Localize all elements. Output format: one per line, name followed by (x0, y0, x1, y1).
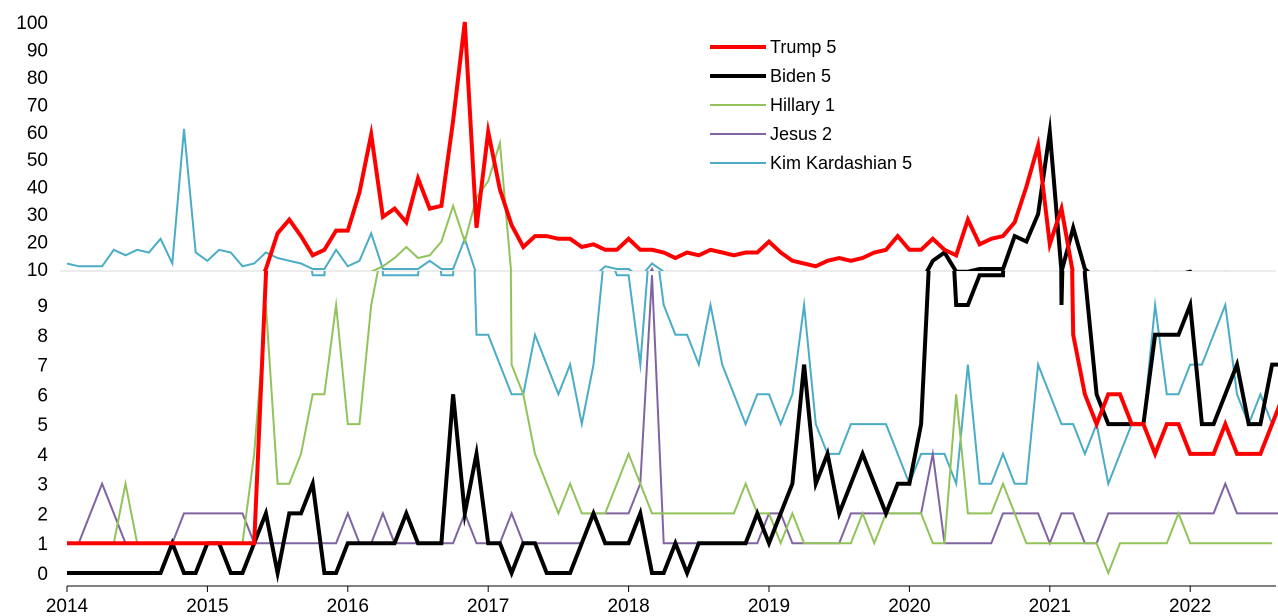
series-line-trump-5-lower (67, 271, 1278, 546)
y-tick-label-lower-8: 8 (37, 326, 48, 347)
x-tick-label-2022: 2022 (1169, 596, 1211, 616)
y-tick-label-upper-40: 40 (27, 178, 48, 199)
y-tick-label-lower-2: 2 (37, 504, 48, 525)
y-tick-label-upper-70: 70 (27, 95, 48, 116)
legend-item-biden-5: Biden 5 (710, 66, 831, 86)
legend-item-jesus-2: Jesus 2 (710, 124, 832, 144)
y-tick-label-upper-10: 10 (27, 260, 48, 281)
y-tick-label-lower-0: 0 (37, 564, 48, 585)
legend-label-kim-kardashian-5: Kim Kardashian 5 (770, 153, 912, 173)
legend-label-jesus-2: Jesus 2 (770, 124, 832, 144)
y-tick-label-upper-20: 20 (27, 233, 48, 254)
legend-item-hillary-1: Hillary 1 (710, 95, 835, 115)
y-tick-label-upper-50: 50 (27, 150, 48, 171)
x-tick-label-2014: 2014 (46, 596, 89, 616)
y-tick-label-lower-4: 4 (37, 445, 48, 466)
legend-item-trump-5: Trump 5 (710, 37, 836, 57)
series-line-kim-kardashian-5-upper (66, 128, 1227, 271)
series-line-trump-5-upper (262, 21, 1075, 271)
y-tick-label-lower-1: 1 (37, 534, 48, 555)
x-tick-label-2016: 2016 (327, 596, 369, 616)
y-tick-label-upper-80: 80 (27, 68, 48, 89)
y-tick-label-upper-90: 90 (27, 40, 48, 61)
x-tick-label-2017: 2017 (467, 596, 509, 616)
series-line-biden-5-lower (67, 271, 1278, 584)
y-tick-label-lower-5: 5 (37, 415, 48, 436)
y-tick-label-upper-60: 60 (27, 123, 48, 144)
y-tick-label-upper-30: 30 (27, 205, 48, 226)
legend-label-biden-5: Biden 5 (770, 66, 831, 86)
y-tick-label-upper-100: 100 (16, 13, 48, 34)
y-tick-label-lower-6: 6 (37, 385, 48, 406)
y-tick-label-lower-7: 7 (37, 356, 48, 377)
x-tick-label-2019: 2019 (748, 596, 790, 616)
legend-label-trump-5: Trump 5 (770, 37, 836, 57)
y-tick-label-lower-9: 9 (37, 296, 48, 317)
legend-item-kim-kardashian-5: Kim Kardashian 5 (710, 153, 912, 173)
x-tick-label-2018: 2018 (607, 596, 649, 616)
series-line-hillary-1-lower (67, 271, 1273, 576)
series-line-kim-kardashian-5-lower (310, 271, 1274, 488)
x-tick-label-2015: 2015 (186, 596, 228, 616)
y-tick-label-lower-3: 3 (37, 475, 48, 496)
legend-label-hillary-1: Hillary 1 (770, 95, 835, 115)
x-tick-label-2021: 2021 (1029, 596, 1071, 616)
x-tick-label-2020: 2020 (888, 596, 930, 616)
